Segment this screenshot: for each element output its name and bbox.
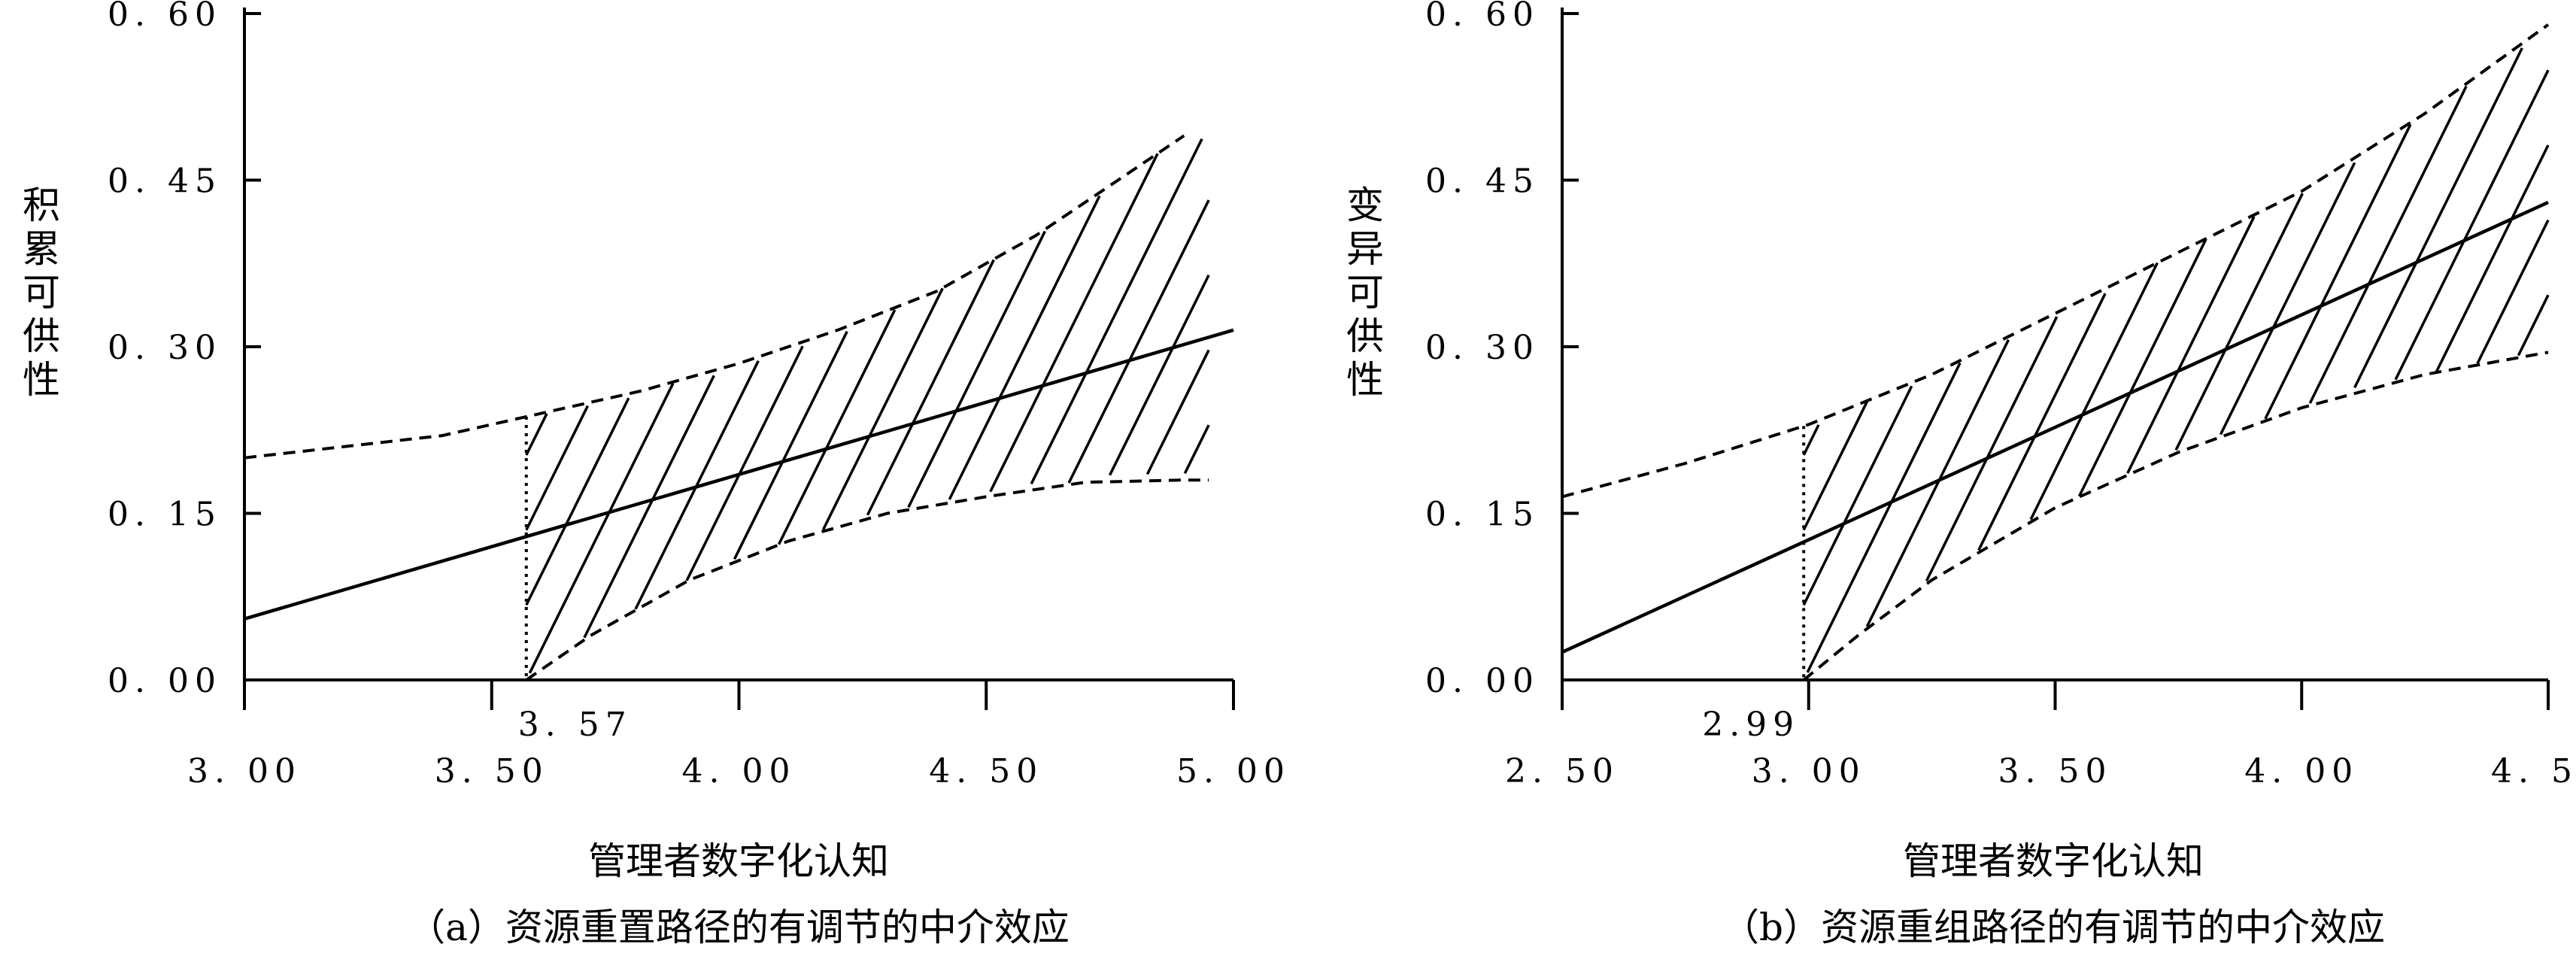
hatch-line [1865, 339, 2010, 627]
x-tick-label: 3. 00 [1752, 752, 1866, 791]
effect-line [1561, 200, 2549, 654]
y-axis-title: 积累可供性 [23, 184, 60, 402]
x-tick-label: 3. 50 [435, 752, 549, 791]
x-axis-title: 管理者数字化认知 [588, 839, 889, 883]
x-tick-label: 4. 50 [2491, 752, 2576, 791]
y-tick-label: 0. 60 [108, 0, 222, 34]
y-tick-label: 0. 30 [1425, 329, 1540, 367]
hatch-line [777, 309, 897, 545]
hatch-line [2517, 294, 2550, 357]
hatch-line [866, 259, 995, 516]
x-axis-title: 管理者数字化认知 [1903, 839, 2204, 883]
y-tick-label: 0. 30 [108, 329, 222, 367]
hatch-line [525, 405, 590, 531]
lower-ci-line [525, 478, 1209, 681]
hatch-line [821, 287, 944, 531]
hatch-line [2476, 219, 2550, 365]
y-tick-label: 0. 15 [108, 496, 222, 534]
significance-hatch [1802, 47, 2550, 673]
hatch-line [1802, 401, 1868, 531]
hatch-line [2308, 85, 2468, 404]
hatch-line [2174, 193, 2304, 451]
y-axis-title: 变异可供性 [1346, 184, 1384, 402]
hatch-line [583, 375, 715, 639]
x-tick-label: 4. 00 [682, 752, 796, 791]
effect-line [244, 328, 1234, 621]
y-tick-label: 0. 15 [1425, 496, 1540, 534]
panel-a: 0. 00 0. 15 0. 30 0. 45 0. 60 3. 00 3. 50 4. 00… [23, 0, 1291, 949]
y-tick-label: 0. 00 [108, 662, 222, 700]
hatch-line [907, 230, 1046, 508]
hatch-line [1925, 316, 2059, 582]
threshold-label: 3. 57 [518, 706, 633, 744]
hatch-line [1145, 349, 1210, 475]
hatch-line [1030, 138, 1203, 485]
panel-caption: （b）资源重组路径的有调节的中介效应 [1722, 906, 2385, 949]
hatch-line [733, 330, 848, 560]
hatch-line [1977, 293, 2107, 551]
x-tick-label: 3. 50 [1998, 752, 2113, 791]
x-tick-label: 3. 00 [187, 752, 302, 791]
hatch-line [1806, 362, 1962, 673]
hatch-line [2126, 216, 2256, 474]
lower-ci-line [1802, 351, 2549, 681]
hatch-line [1067, 199, 1210, 484]
hatch-line [2029, 262, 2159, 520]
panel-b: 0. 00 0. 15 0. 30 0. 45 0. 60 2. 50 3. 00 3. 50… [1346, 0, 2576, 949]
y-tick-label: 0. 60 [1425, 0, 1540, 34]
hatch-line [2077, 238, 2207, 497]
hatch-line [2394, 69, 2550, 381]
significance-hatch [525, 138, 1210, 674]
hatch-line [685, 345, 804, 581]
hatch-line [1802, 385, 1913, 606]
threshold-label: 2.99 [1702, 706, 1800, 744]
x-tick-label: 4. 00 [2244, 752, 2359, 791]
hatch-line [1108, 274, 1210, 476]
panel-caption: （a）资源重置路径的有调节的中介效应 [408, 906, 1070, 949]
hatch-line [2219, 162, 2356, 436]
upper-ci-line [1561, 23, 2550, 499]
hatch-line [948, 195, 1101, 500]
hatch-line [1802, 424, 1820, 456]
y-tick-label: 0. 45 [108, 162, 222, 201]
hatch-line [2435, 144, 2550, 372]
hatch-line [989, 153, 1159, 493]
x-tick-label: 2. 50 [1505, 752, 1619, 791]
x-tick-label: 4. 50 [929, 752, 1043, 791]
y-tick-label: 0. 00 [1425, 662, 1540, 700]
y-tick-label: 0. 45 [1425, 162, 1540, 201]
x-tick-label: 5. 00 [1176, 752, 1291, 791]
upper-ci-line [244, 134, 1185, 460]
hatch-line [1183, 424, 1210, 475]
hatch-line [528, 382, 675, 674]
hatch-line [525, 397, 630, 606]
hatch-line [2353, 47, 2523, 389]
hatch-line [525, 413, 548, 456]
hatch-line [2264, 123, 2412, 420]
